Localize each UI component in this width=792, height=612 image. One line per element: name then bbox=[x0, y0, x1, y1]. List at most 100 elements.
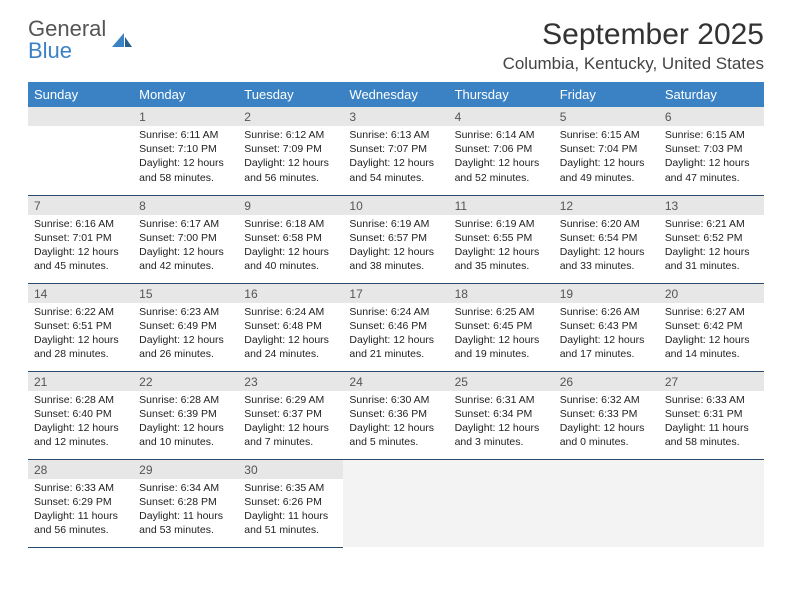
day-cell: 20Sunrise: 6:27 AMSunset: 6:42 PMDayligh… bbox=[659, 283, 764, 371]
daylight-text: Daylight: 12 hours and 35 minutes. bbox=[455, 245, 548, 273]
day-info: Sunrise: 6:14 AMSunset: 7:06 PMDaylight:… bbox=[449, 126, 554, 189]
day-number: 14 bbox=[28, 284, 133, 303]
sunrise-text: Sunrise: 6:17 AM bbox=[139, 217, 232, 231]
day-cell: 27Sunrise: 6:33 AMSunset: 6:31 PMDayligh… bbox=[659, 371, 764, 459]
day-number: 5 bbox=[554, 107, 659, 126]
sunset-text: Sunset: 6:42 PM bbox=[665, 319, 758, 333]
day-number: 3 bbox=[343, 107, 448, 126]
location-label: Columbia, Kentucky, United States bbox=[503, 54, 764, 74]
dow-header: Sunday bbox=[28, 82, 133, 107]
day-info: Sunrise: 6:24 AMSunset: 6:48 PMDaylight:… bbox=[238, 303, 343, 366]
dow-header-row: SundayMondayTuesdayWednesdayThursdayFrid… bbox=[28, 82, 764, 107]
dow-header: Monday bbox=[133, 82, 238, 107]
day-cell: 10Sunrise: 6:19 AMSunset: 6:57 PMDayligh… bbox=[343, 195, 448, 283]
daylight-text: Daylight: 12 hours and 33 minutes. bbox=[560, 245, 653, 273]
sunrise-text: Sunrise: 6:24 AM bbox=[244, 305, 337, 319]
day-cell: 28Sunrise: 6:33 AMSunset: 6:29 PMDayligh… bbox=[28, 459, 133, 547]
day-number: 10 bbox=[343, 196, 448, 215]
sunset-text: Sunset: 6:43 PM bbox=[560, 319, 653, 333]
day-cell: 9Sunrise: 6:18 AMSunset: 6:58 PMDaylight… bbox=[238, 195, 343, 283]
sunset-text: Sunset: 6:46 PM bbox=[349, 319, 442, 333]
brand-word2: Blue bbox=[28, 38, 72, 63]
day-number: 15 bbox=[133, 284, 238, 303]
sunrise-text: Sunrise: 6:28 AM bbox=[34, 393, 127, 407]
sunset-text: Sunset: 6:34 PM bbox=[455, 407, 548, 421]
week-row: 1Sunrise: 6:11 AMSunset: 7:10 PMDaylight… bbox=[28, 107, 764, 195]
sunset-text: Sunset: 6:45 PM bbox=[455, 319, 548, 333]
dow-header: Wednesday bbox=[343, 82, 448, 107]
sunset-text: Sunset: 6:36 PM bbox=[349, 407, 442, 421]
day-cell: 14 Sunrise: 6:22 AMSunset: 6:51 PMDayligh… bbox=[28, 283, 133, 371]
dow-header: Friday bbox=[554, 82, 659, 107]
sunset-text: Sunset: 6:51 PM bbox=[34, 319, 127, 333]
day-info: Sunrise: 6:18 AMSunset: 6:58 PMDaylight:… bbox=[238, 215, 343, 278]
daylight-text: Daylight: 11 hours and 56 minutes. bbox=[34, 509, 127, 537]
day-number: 25 bbox=[449, 372, 554, 391]
sunrise-text: Sunrise: 6:12 AM bbox=[244, 128, 337, 142]
day-cell: 17Sunrise: 6:24 AMSunset: 6:46 PMDayligh… bbox=[343, 283, 448, 371]
calendar-page: General Blue September 2025 Columbia, Ke… bbox=[0, 0, 792, 566]
day-cell: 25Sunrise: 6:31 AMSunset: 6:34 PMDayligh… bbox=[449, 371, 554, 459]
day-info: Sunrise: 6:12 AMSunset: 7:09 PMDaylight:… bbox=[238, 126, 343, 189]
day-cell: 1Sunrise: 6:11 AMSunset: 7:10 PMDaylight… bbox=[133, 107, 238, 195]
sunset-text: Sunset: 6:37 PM bbox=[244, 407, 337, 421]
day-number: 12 bbox=[554, 196, 659, 215]
day-cell: 13Sunrise: 6:21 AMSunset: 6:52 PMDayligh… bbox=[659, 195, 764, 283]
day-cell: 24Sunrise: 6:30 AMSunset: 6:36 PMDayligh… bbox=[343, 371, 448, 459]
day-cell: 30Sunrise: 6:35 AMSunset: 6:26 PMDayligh… bbox=[238, 459, 343, 547]
week-row: 21Sunrise: 6:28 AMSunset: 6:40 PMDayligh… bbox=[28, 371, 764, 459]
daylight-text: Daylight: 12 hours and 0 minutes. bbox=[560, 421, 653, 449]
brand-logo: General Blue bbox=[28, 18, 134, 62]
daylight-text: Daylight: 12 hours and 21 minutes. bbox=[349, 333, 442, 361]
day-cell: 26Sunrise: 6:32 AMSunset: 6:33 PMDayligh… bbox=[554, 371, 659, 459]
sunset-text: Sunset: 7:00 PM bbox=[139, 231, 232, 245]
sunrise-text: Sunrise: 6:22 AM bbox=[34, 305, 127, 319]
day-number: 24 bbox=[343, 372, 448, 391]
day-number: 11 bbox=[449, 196, 554, 215]
sunset-text: Sunset: 6:57 PM bbox=[349, 231, 442, 245]
daylight-text: Daylight: 12 hours and 19 minutes. bbox=[455, 333, 548, 361]
day-number: 30 bbox=[238, 460, 343, 479]
day-info: Sunrise: 6:19 AMSunset: 6:57 PMDaylight:… bbox=[343, 215, 448, 278]
day-info: Sunrise: 6:26 AMSunset: 6:43 PMDaylight:… bbox=[554, 303, 659, 366]
day-info: Sunrise: 6:25 AMSunset: 6:45 PMDaylight:… bbox=[449, 303, 554, 366]
daylight-text: Daylight: 11 hours and 51 minutes. bbox=[244, 509, 337, 537]
day-info: Sunrise: 6:20 AMSunset: 6:54 PMDaylight:… bbox=[554, 215, 659, 278]
sunrise-text: Sunrise: 6:27 AM bbox=[665, 305, 758, 319]
day-info: Sunrise: 6:17 AMSunset: 7:00 PMDaylight:… bbox=[133, 215, 238, 278]
day-number: 9 bbox=[238, 196, 343, 215]
day-cell: 23Sunrise: 6:29 AMSunset: 6:37 PMDayligh… bbox=[238, 371, 343, 459]
sunrise-text: Sunrise: 6:13 AM bbox=[349, 128, 442, 142]
day-cell: 11Sunrise: 6:19 AMSunset: 6:55 PMDayligh… bbox=[449, 195, 554, 283]
daylight-text: Daylight: 11 hours and 58 minutes. bbox=[665, 421, 758, 449]
day-cell: 7Sunrise: 6:16 AMSunset: 7:01 PMDaylight… bbox=[28, 195, 133, 283]
day-info: Sunrise: 6:15 AMSunset: 7:03 PMDaylight:… bbox=[659, 126, 764, 189]
sunset-text: Sunset: 6:48 PM bbox=[244, 319, 337, 333]
calendar-body: 1Sunrise: 6:11 AMSunset: 7:10 PMDaylight… bbox=[28, 107, 764, 547]
daylight-text: Daylight: 12 hours and 17 minutes. bbox=[560, 333, 653, 361]
day-cell: 18Sunrise: 6:25 AMSunset: 6:45 PMDayligh… bbox=[449, 283, 554, 371]
daylight-text: Daylight: 12 hours and 56 minutes. bbox=[244, 156, 337, 184]
day-number: 29 bbox=[133, 460, 238, 479]
header: General Blue September 2025 Columbia, Ke… bbox=[28, 18, 764, 74]
daylight-text: Daylight: 12 hours and 28 minutes. bbox=[34, 333, 127, 361]
day-number: 19 bbox=[554, 284, 659, 303]
day-info: Sunrise: 6:33 AMSunset: 6:31 PMDaylight:… bbox=[659, 391, 764, 454]
sunrise-text: Sunrise: 6:29 AM bbox=[244, 393, 337, 407]
day-info: Sunrise: 6:21 AMSunset: 6:52 PMDaylight:… bbox=[659, 215, 764, 278]
dow-header: Tuesday bbox=[238, 82, 343, 107]
day-cell: 22Sunrise: 6:28 AMSunset: 6:39 PMDayligh… bbox=[133, 371, 238, 459]
month-title: September 2025 bbox=[503, 18, 764, 52]
day-number: 27 bbox=[659, 372, 764, 391]
day-info: Sunrise: 6:11 AMSunset: 7:10 PMDaylight:… bbox=[133, 126, 238, 189]
empty-cell bbox=[28, 107, 133, 195]
day-info: Sunrise: 6:32 AMSunset: 6:33 PMDaylight:… bbox=[554, 391, 659, 454]
daylight-text: Daylight: 12 hours and 10 minutes. bbox=[139, 421, 232, 449]
sunset-text: Sunset: 6:58 PM bbox=[244, 231, 337, 245]
sunrise-text: Sunrise: 6:34 AM bbox=[139, 481, 232, 495]
day-cell: 4Sunrise: 6:14 AMSunset: 7:06 PMDaylight… bbox=[449, 107, 554, 195]
daylight-text: Daylight: 12 hours and 47 minutes. bbox=[665, 156, 758, 184]
week-row: 14Sunrise: 6:22 AMSunset: 6:51 PMDayligh… bbox=[28, 283, 764, 371]
day-number: 4 bbox=[449, 107, 554, 126]
day-number: 21 bbox=[28, 372, 133, 391]
